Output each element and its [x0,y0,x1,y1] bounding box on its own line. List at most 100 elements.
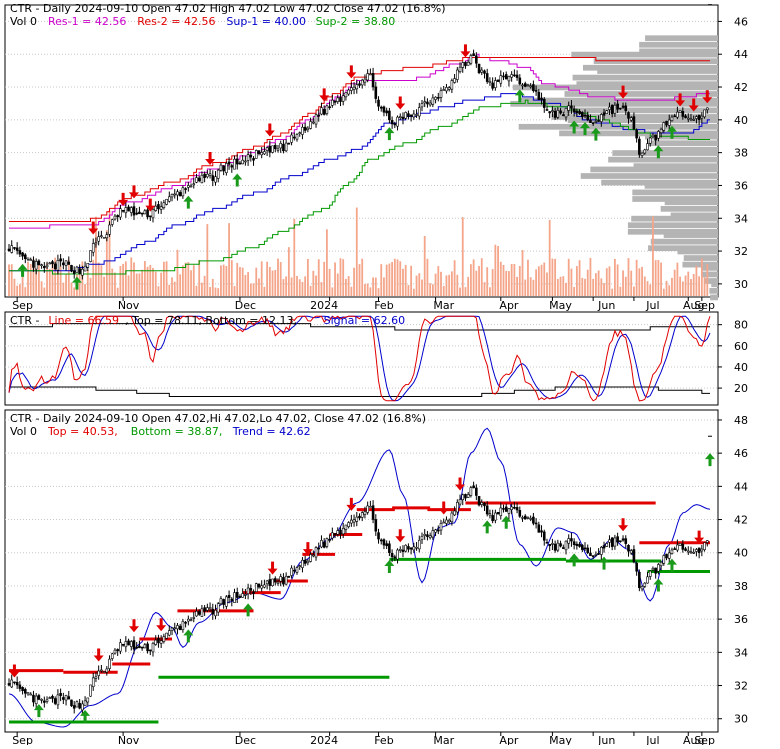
price-candle-body [491,82,494,89]
price-candle-body [72,270,76,274]
trend-candle-body [608,539,611,543]
volume-bar [296,275,298,296]
volume-bar [130,257,133,296]
volume-bar [706,264,709,296]
buy-arrow [580,122,591,136]
volume-bar [614,258,616,296]
x-axis-label: Jul [645,734,659,745]
volume-bar [342,259,345,296]
price-panel-ytick-label: 30 [734,278,748,291]
trend-candle-body [450,512,454,523]
volume-bar [190,270,192,296]
trend-panel-ytick-label: 42 [734,514,748,527]
x-axis-label: 2024 [310,734,338,745]
trend-candle-body [434,529,437,533]
volume-bar [502,264,505,296]
trend-candle-body [374,519,378,532]
volume-profile-bar [597,68,718,74]
buy-arrow [17,263,28,277]
price-candle-body [333,100,337,103]
volume-bar [459,287,461,296]
price-candle-body [24,254,27,260]
oscillator-header-item: CTR - [10,314,40,327]
trend-candle-body [580,544,584,550]
volume-bar [51,263,54,296]
volume-bar [366,283,369,296]
sell-arrow [346,497,357,511]
price-candle-body [127,206,130,212]
volume-bar [559,276,562,296]
trend-candle-body [646,576,649,584]
volume-bar [198,259,201,296]
price-candle-body [10,245,14,253]
trend-candle-body [366,505,369,513]
volume-bar [393,258,396,296]
price-candle-body [249,154,253,158]
volume-bar [497,246,499,296]
price-candle-body [436,97,440,99]
price-panel-ytick-label: 34 [734,212,748,225]
volume-bar [369,287,372,296]
volume-bar [402,268,404,296]
price-candle-body [542,98,546,108]
volume-bar [84,284,86,296]
volume-bar [461,217,464,296]
volume-bar [431,284,434,296]
trend-candle-body [583,547,587,550]
volume-bar [201,282,203,296]
trend-candle-body [597,553,600,555]
price-candle-body [43,266,46,269]
buy-arrow [666,125,677,139]
volume-bar [119,265,122,296]
trend-candle-body [178,625,182,631]
price-candle-body [472,53,475,57]
price-candle-body [464,61,467,67]
trend-candle-body [678,542,682,546]
buy-arrow [501,515,512,529]
trend-candle-body [681,543,685,550]
volume-bar [10,264,13,296]
volume-bar [578,260,581,296]
volume-bar [301,281,304,296]
trend-candle-body [344,524,348,530]
trend-candle-body [616,536,619,543]
trend-candle-body [548,544,551,547]
trend-candle-body [578,543,581,547]
volume-bar [399,261,402,296]
volume-bar [282,279,285,296]
volume-bar [692,273,695,296]
volume-profile-bar [670,212,718,219]
volume-bar [214,287,217,296]
price-candle-body [643,149,647,154]
volume-profile-bar [639,48,718,55]
price-candle-body [605,110,609,114]
volume-bar [374,277,377,296]
trend-candle-body [56,694,60,706]
volume-profile-bar [648,245,718,252]
volume-bar [573,287,576,296]
trend-candle-body [244,594,247,596]
trend-candle-body [146,643,149,652]
volume-bar [491,269,494,296]
trend-candle-body [192,617,196,619]
trend-candle-body [211,608,215,615]
price-candle-body [689,118,693,121]
trend-candle-body [43,700,46,703]
volume-profile-bar [710,294,718,301]
price-candle-body [279,143,283,149]
price-candle-body [303,126,307,131]
trend-candle-body [572,541,576,546]
oscillator-panel-ytick-label: 20 [734,382,748,395]
volume-bar [181,265,184,296]
x-axis-label: Sep [694,299,715,312]
volume-bar [105,230,108,296]
price-candle-body [485,73,489,82]
trend-legend-item: Top = 40.53, [47,425,118,438]
volume-profile-bar [631,215,718,222]
oscillator-line [8,315,711,402]
volume-bar [187,262,190,296]
volume-bar [239,267,241,296]
volume-bar [67,259,70,296]
price-candle-body [21,252,24,257]
volume-bar [323,261,326,296]
